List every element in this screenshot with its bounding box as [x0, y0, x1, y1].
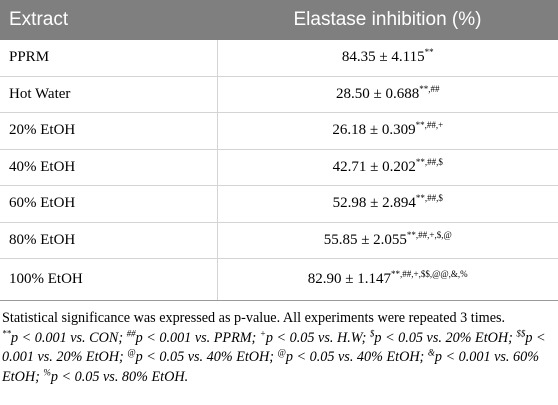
value-text: 52.98 ± 2.894 — [332, 195, 416, 212]
extract-cell: 100% EtOH — [0, 258, 218, 301]
value-text: 42.71 ± 0.202 — [332, 158, 416, 175]
elastase-table: Extract Elastase inhibition (%) PPRM 84.… — [0, 0, 558, 301]
value-cell: 26.18 ± 0.309**,##,+ — [217, 112, 558, 150]
value-text: 26.18 ± 0.309 — [332, 122, 416, 139]
value-cell: 52.98 ± 2.894**,##,$ — [217, 185, 558, 223]
extract-cell: 80% EtOH — [0, 222, 218, 259]
significance-marks: **,##,+,$,@ — [406, 229, 452, 240]
footnote-text: **p < 0.001 vs. CON; ##p < 0.001 vs. PPR… — [2, 327, 546, 385]
significance-marks: ** — [424, 47, 434, 58]
value-text: 28.50 ± 0.688 — [336, 85, 420, 102]
table-row: 20% EtOH 26.18 ± 0.309**,##,+ — [0, 112, 558, 150]
value-cell: 55.85 ± 2.055**,##,+,$,@ — [217, 222, 558, 259]
header-extract: Extract — [9, 9, 69, 30]
extract-cell: 40% EtOH — [0, 149, 218, 186]
significance-marks: **,## — [419, 83, 440, 94]
significance-marks: **,##,$ — [415, 156, 443, 167]
table-row: 80% EtOH 55.85 ± 2.055**,##,+,$,@ — [0, 222, 558, 259]
table-row: Hot Water 28.50 ± 0.688**,## — [0, 76, 558, 113]
header-row: Extract Elastase inhibition (%) — [0, 0, 558, 40]
significance-marks: **,##,$ — [415, 193, 443, 204]
value-cell: 42.71 ± 0.202**,##,$ — [217, 149, 558, 186]
extract-cell: Hot Water — [0, 76, 218, 113]
value-cell: 84.35 ± 4.115** — [217, 40, 558, 77]
extract-cell: 60% EtOH — [0, 185, 218, 223]
table-row: 60% EtOH 52.98 ± 2.894**,##,$ — [0, 185, 558, 223]
value-text: 84.35 ± 4.115 — [341, 49, 425, 66]
value-text: 82.90 ± 1.147 — [307, 271, 392, 287]
header-elastase: Elastase inhibition (%) — [293, 9, 482, 30]
table-row: 100% EtOH 82.90 ± 1.147**,##,+,$$,@@,&,% — [0, 258, 558, 301]
value-cell: 82.90 ± 1.147**,##,+,$$,@@,&,% — [217, 258, 558, 301]
significance-marks: **,##,+ — [415, 120, 444, 131]
significance-marks: **,##,+,$$,@@,&,% — [391, 269, 468, 279]
table-row: 40% EtOH 42.71 ± 0.202**,##,$ — [0, 149, 558, 186]
value-text: 55.85 ± 2.055 — [323, 231, 407, 248]
footnote-intro: Statistical significance was expressed a… — [2, 310, 506, 326]
table-row: PPRM 84.35 ± 4.115** — [0, 40, 558, 77]
extract-cell: 20% EtOH — [0, 112, 218, 150]
extract-cell: PPRM — [0, 40, 218, 77]
table-footnote: Statistical significance was expressed a… — [0, 301, 558, 387]
value-cell: 28.50 ± 0.688**,## — [217, 76, 558, 113]
